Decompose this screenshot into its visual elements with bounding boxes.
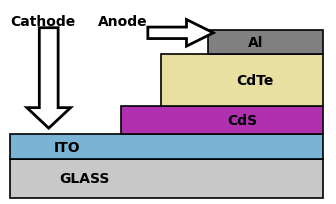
Text: ITO: ITO bbox=[54, 140, 81, 154]
Text: Anode: Anode bbox=[97, 14, 147, 28]
Polygon shape bbox=[148, 20, 213, 47]
Bar bbox=[10, 135, 323, 159]
Bar bbox=[10, 159, 323, 198]
Text: Cathode: Cathode bbox=[10, 14, 75, 28]
Bar bbox=[208, 31, 323, 55]
Text: GLASS: GLASS bbox=[59, 172, 109, 185]
Bar bbox=[121, 106, 323, 135]
Polygon shape bbox=[27, 29, 71, 129]
Bar bbox=[161, 55, 323, 106]
Text: CdTe: CdTe bbox=[237, 74, 274, 88]
Text: Al: Al bbox=[248, 36, 263, 50]
Text: CdS: CdS bbox=[227, 113, 257, 127]
